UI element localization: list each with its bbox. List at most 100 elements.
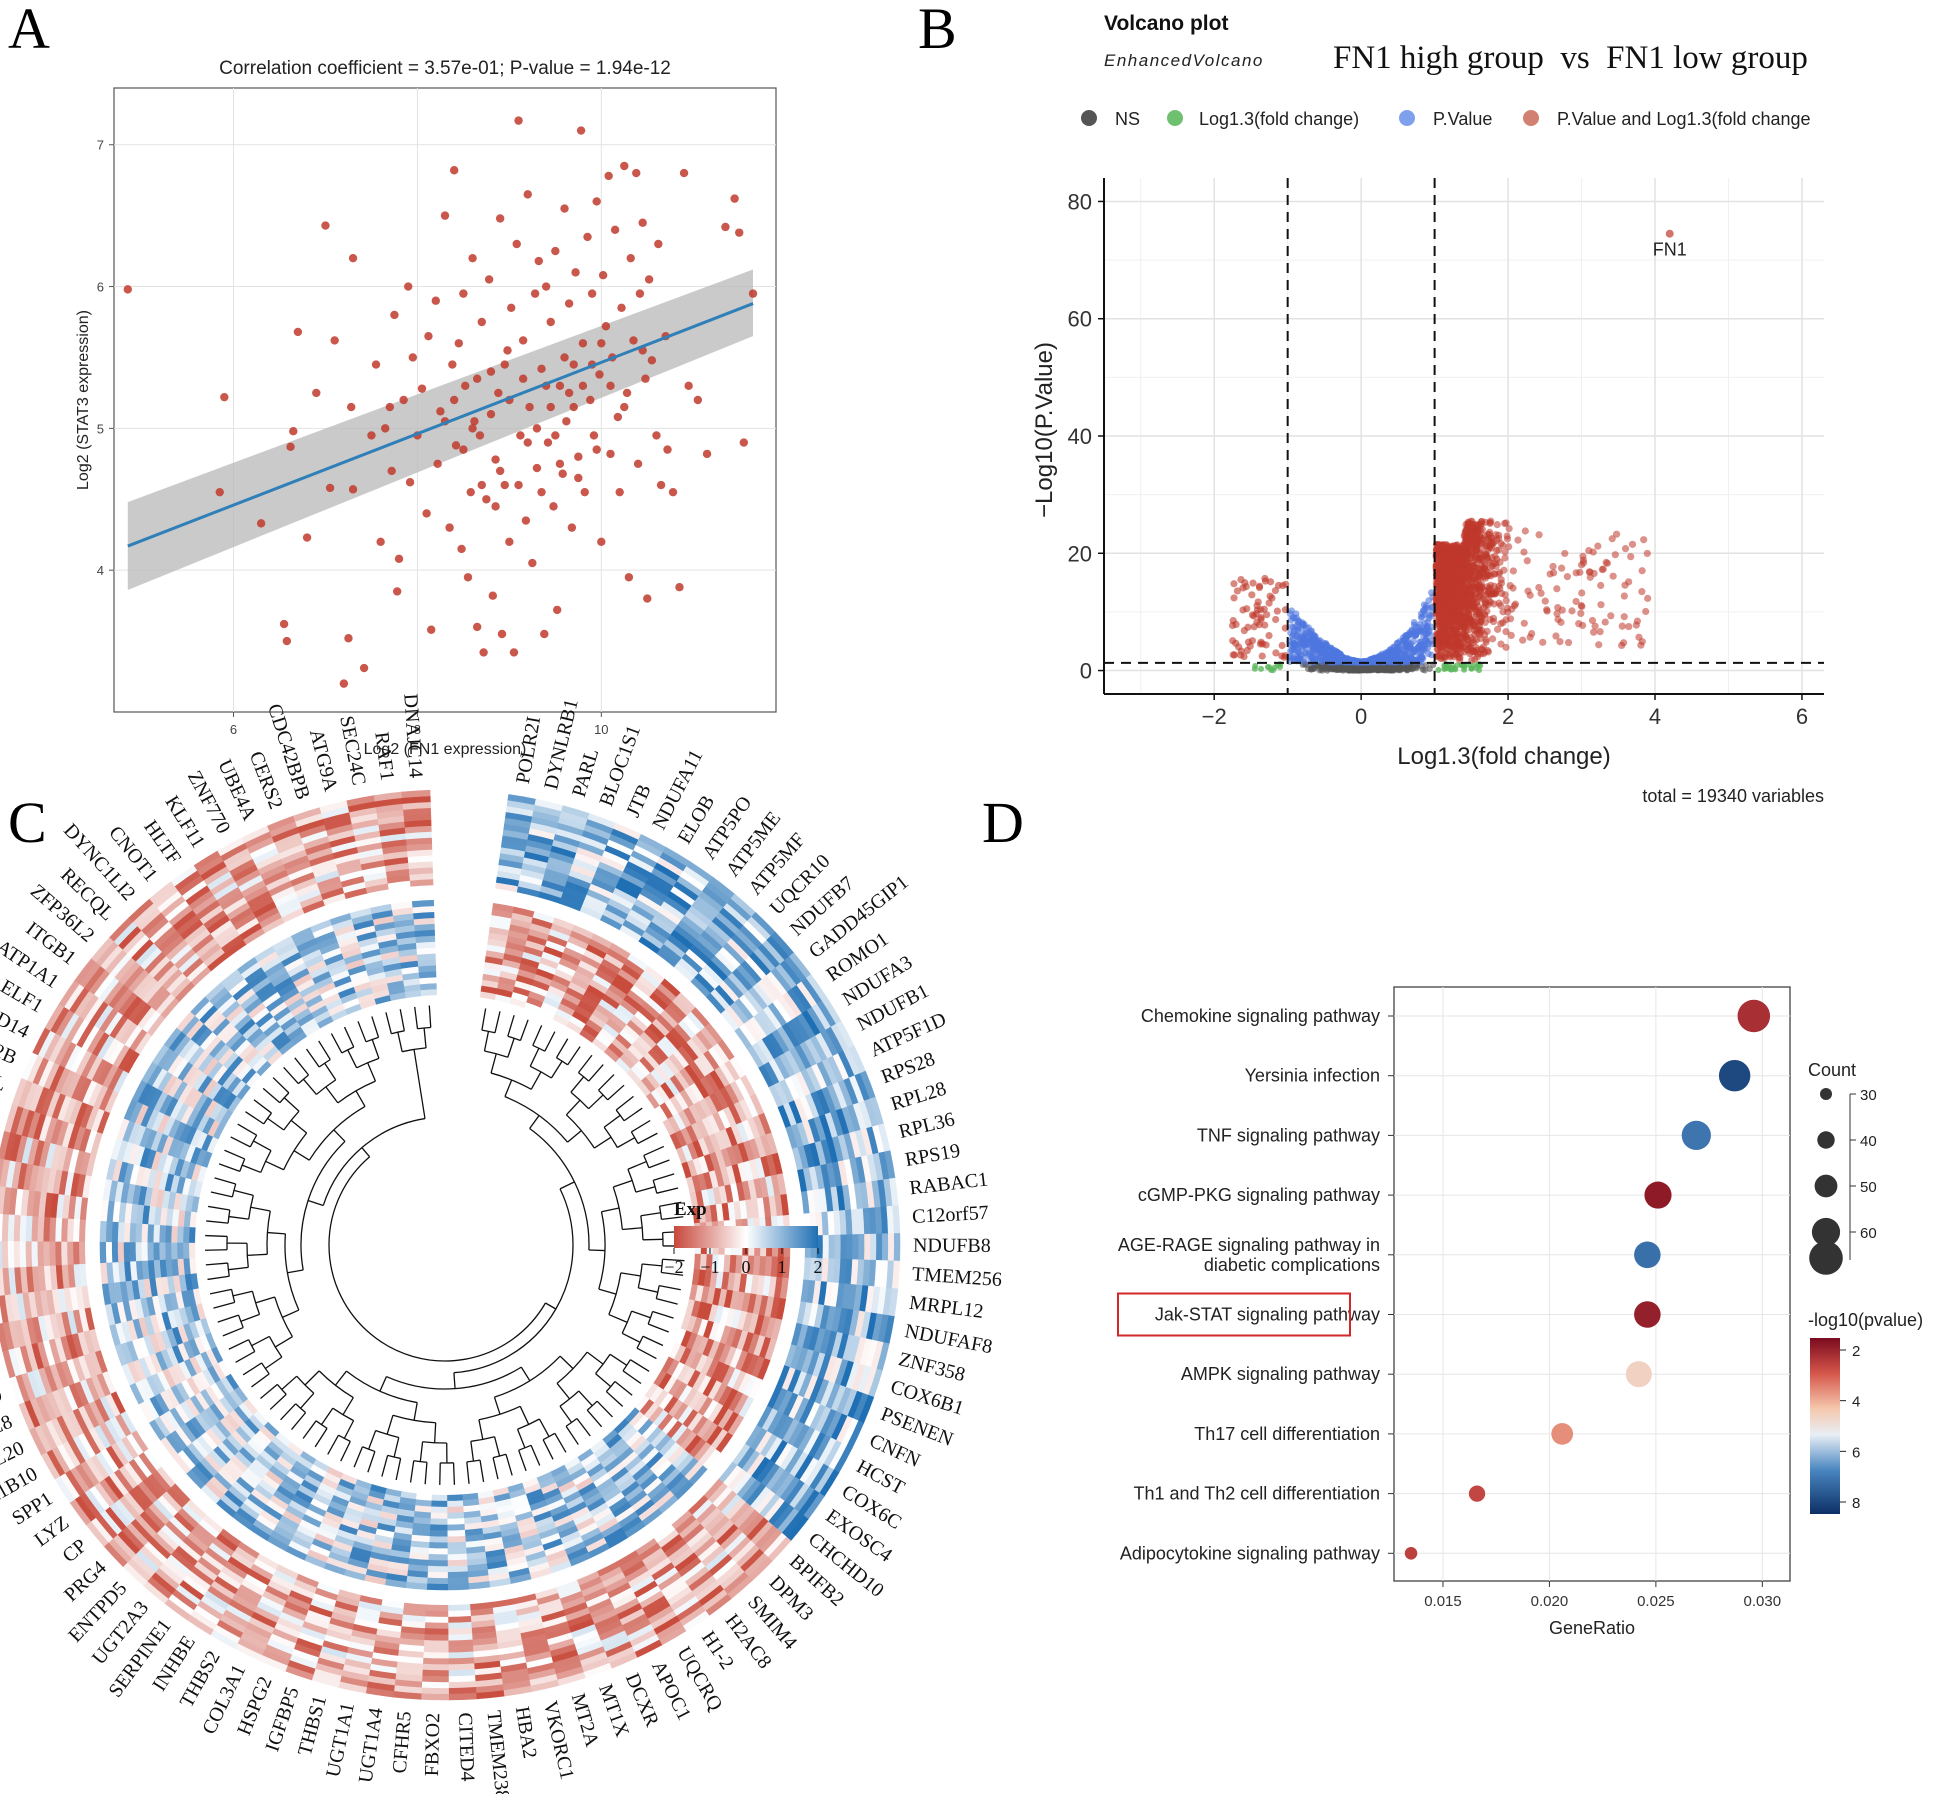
legend-label-ns: NS xyxy=(1115,109,1140,129)
heatmap-cell xyxy=(447,1675,476,1683)
scatter-point xyxy=(514,116,523,125)
volcano-point xyxy=(1255,583,1264,592)
heatmap-cell xyxy=(424,1610,449,1618)
volcano-point xyxy=(1452,650,1460,659)
scatter-point xyxy=(491,455,500,464)
volcano-point xyxy=(1278,641,1286,650)
heatmap-cell xyxy=(19,1240,27,1268)
volcano-caption: total = 19340 variables xyxy=(1642,786,1824,806)
volcano-point xyxy=(1597,601,1605,609)
volcano-point xyxy=(1477,527,1485,535)
y-tick-label: 60 xyxy=(1068,307,1092,332)
volcano-point xyxy=(1461,666,1468,673)
volcano-point xyxy=(1322,652,1330,660)
volcano-point xyxy=(1594,542,1602,550)
scatter-point xyxy=(505,537,514,547)
heatmap-cell xyxy=(49,1240,56,1266)
volcano-point xyxy=(1230,580,1238,588)
x-tick-label: 2 xyxy=(1502,704,1514,729)
volcano-point xyxy=(1589,548,1597,556)
volcano-point xyxy=(1539,638,1547,646)
heatmap-cell xyxy=(78,1218,86,1242)
heatmap-cell xyxy=(43,1215,51,1242)
scatter-point xyxy=(436,407,445,416)
scatter-point xyxy=(583,232,592,242)
volcano-point xyxy=(1251,665,1258,672)
volcano-point xyxy=(1628,540,1637,548)
scatter-point xyxy=(475,431,485,440)
volcano-point xyxy=(1503,535,1512,543)
volcano-point xyxy=(1524,587,1532,595)
volcano-point xyxy=(1412,631,1420,639)
scatter-point xyxy=(571,268,580,277)
scatter-point xyxy=(537,364,546,373)
scatter-point xyxy=(451,441,461,450)
scatter-point xyxy=(629,336,638,345)
volcano-point xyxy=(1463,535,1471,543)
heatmap-cell xyxy=(887,1233,895,1262)
volcano-point xyxy=(1418,641,1426,649)
scatter-point xyxy=(448,360,457,369)
volcano-point xyxy=(1463,634,1471,642)
panel-b-volcano: Volcano plot EnhancedVolcano FN1 high gr… xyxy=(1031,12,1824,806)
heatmap-cell xyxy=(447,1657,475,1665)
heatmap-cell xyxy=(447,1669,476,1677)
volcano-point xyxy=(1310,663,1318,671)
volcano-fn1-label: FN1 xyxy=(1653,240,1687,260)
scatter-point xyxy=(466,487,475,497)
volcano-point xyxy=(1261,621,1269,629)
scatter-point xyxy=(574,452,583,461)
scatter-point xyxy=(546,317,555,327)
scatter-point xyxy=(597,537,606,547)
volcano-point xyxy=(1642,607,1650,616)
volcano-point xyxy=(1621,581,1629,589)
heatmap-cell xyxy=(60,1240,68,1266)
scatter-point xyxy=(562,417,571,426)
volcano-point xyxy=(1595,641,1603,649)
volcano-point xyxy=(1502,597,1510,605)
volcano-point xyxy=(1497,589,1506,598)
volcano-point xyxy=(1477,545,1485,553)
scatter-point xyxy=(663,445,672,454)
volcano-point xyxy=(1520,548,1528,556)
y-tick-label: 40 xyxy=(1068,424,1092,449)
scatter-point xyxy=(549,502,558,511)
scatter-point xyxy=(376,537,385,547)
volcano-point xyxy=(1445,621,1453,629)
scatter-point xyxy=(495,466,505,476)
volcano-point xyxy=(1482,591,1490,599)
scatter-point xyxy=(592,445,601,454)
scatter-point xyxy=(286,442,295,451)
volcano-point xyxy=(1464,519,1472,527)
scatter-point xyxy=(684,381,693,391)
scatter-point xyxy=(626,253,635,263)
volcano-legend: NS Log1.3(fold change) P.Value P.Value a… xyxy=(1081,109,1811,129)
heatmap-cell xyxy=(447,1621,472,1630)
volcano-point xyxy=(1572,597,1580,606)
scatter-point xyxy=(620,161,629,171)
volcano-point xyxy=(1437,630,1445,638)
volcano-point xyxy=(1643,549,1651,558)
scatter-point xyxy=(500,480,509,490)
x-tick-label: 4 xyxy=(1649,704,1661,729)
scatter-point xyxy=(748,289,758,298)
volcano-point xyxy=(1543,606,1551,614)
volcano-point xyxy=(1500,566,1508,574)
scatter-point xyxy=(523,438,532,447)
y-tick-label: 5 xyxy=(97,421,104,436)
heatmap-cell xyxy=(420,1681,449,1689)
volcano-point xyxy=(1521,527,1529,535)
volcano-point xyxy=(1467,587,1476,595)
scatter-point xyxy=(601,322,611,331)
volcano-point xyxy=(1447,598,1455,607)
scatter-point xyxy=(488,591,498,600)
volcano-point xyxy=(1444,544,1453,552)
heatmap-cell xyxy=(447,1615,472,1624)
heatmap-cell xyxy=(7,1240,15,1268)
scatter-point xyxy=(404,282,413,291)
heatmap-cell xyxy=(420,1675,449,1683)
scatter-point xyxy=(325,483,335,493)
volcano-point xyxy=(1237,647,1245,655)
volcano-point xyxy=(1496,558,1504,566)
volcano-point xyxy=(1632,621,1640,629)
